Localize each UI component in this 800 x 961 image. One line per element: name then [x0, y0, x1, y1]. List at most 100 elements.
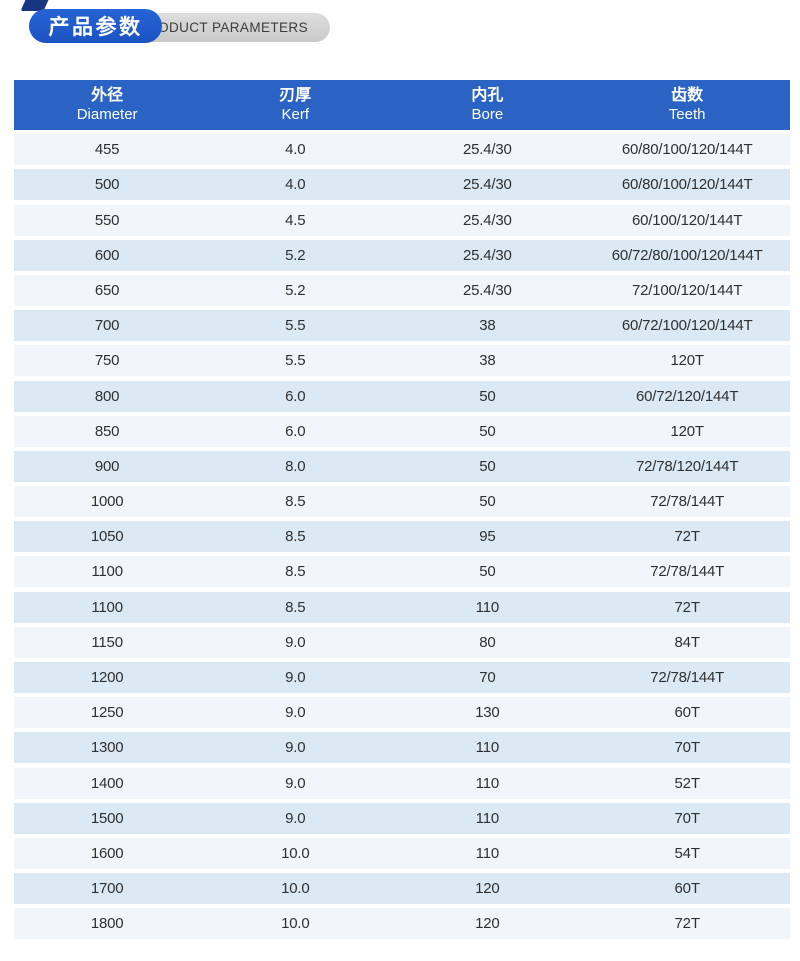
cell-kerf: 4.5 [285, 211, 306, 229]
table-row: 1400 9.0 110 52T [14, 767, 790, 799]
title-badge: 产品参数 [29, 9, 162, 43]
table-row: 1000 8.5 50 72/78/144T [14, 486, 790, 518]
cell-kerf: 9.0 [285, 809, 306, 827]
cell-teeth: 60/80/100/120/144T [621, 176, 753, 194]
cell-teeth: 60/72/120/144T [636, 387, 739, 405]
cell-teeth: 54T [674, 844, 700, 862]
cell-kerf: 5.2 [285, 246, 306, 264]
column-header-bore-zh: 内孔 [471, 87, 504, 105]
cell-bore: 25.4/30 [463, 211, 512, 229]
cell-diameter: 1500 [90, 809, 124, 827]
cell-diameter: 650 [94, 281, 120, 299]
cell-diameter: 1200 [90, 669, 124, 686]
table-row: 1100 8.5 110 72T [14, 591, 790, 623]
cell-teeth: 120T [670, 422, 704, 440]
cell-bore: 120 [475, 915, 500, 933]
column-header-kerf-zh: 刃厚 [279, 87, 312, 105]
table-row: 1700 10.0 120 60T [14, 873, 790, 905]
cell-bore: 25.4/30 [463, 246, 512, 264]
column-header-teeth-en: Teeth [668, 105, 706, 123]
cell-teeth: 72/100/120/144T [631, 281, 743, 299]
cell-kerf: 10.0 [281, 880, 310, 898]
cell-diameter: 550 [94, 211, 120, 229]
column-header-teeth: 齿数 Teeth [584, 80, 790, 130]
cell-teeth: 60T [674, 704, 700, 722]
cell-diameter: 455 [94, 141, 120, 159]
cell-diameter: 1000 [90, 493, 124, 511]
cell-diameter: 1250 [90, 704, 124, 722]
table-row: 650 5.2 25.4/30 72/100/120/144T [14, 274, 790, 306]
cell-teeth: 60/72/80/100/120/144T [611, 246, 763, 264]
cell-kerf: 8.0 [285, 457, 306, 475]
cell-bore: 110 [475, 809, 500, 827]
column-header-diameter-en: Diameter [76, 105, 138, 123]
cell-bore: 120 [475, 880, 500, 898]
table-row: 1250 9.0 130 60T [14, 697, 790, 729]
cell-kerf: 5.5 [285, 317, 306, 335]
table-row: 1800 10.0 120 72T [14, 908, 790, 940]
cell-teeth: 72/78/144T [650, 563, 725, 581]
table-row: 1200 9.0 70 72/78/144T [14, 662, 790, 693]
cell-kerf: 6.0 [285, 387, 306, 405]
column-header-kerf-en: Kerf [281, 105, 310, 123]
cell-kerf: 8.5 [285, 598, 306, 616]
cell-diameter: 1700 [90, 880, 124, 898]
table-row: 1600 10.0 110 54T [14, 837, 790, 869]
cell-bore: 95 [479, 528, 496, 546]
cell-bore: 110 [475, 774, 500, 792]
table-row: 1500 9.0 110 70T [14, 802, 790, 834]
cell-bore: 110 [475, 739, 500, 757]
cell-kerf: 9.0 [285, 704, 306, 722]
table-row: 900 8.0 50 72/78/120/144T [14, 450, 790, 482]
table-row: 600 5.2 25.4/30 60/72/80/100/120/144T [14, 239, 790, 271]
cell-teeth: 120T [670, 352, 704, 370]
column-header-bore-en: Bore [471, 105, 504, 123]
cell-teeth: 60T [674, 880, 700, 898]
cell-bore: 50 [479, 493, 496, 511]
column-header-diameter: 外径 Diameter [14, 80, 200, 130]
table-row: 850 6.0 50 120T [14, 415, 790, 447]
cell-teeth: 60/80/100/120/144T [621, 141, 753, 159]
cell-diameter: 1050 [90, 528, 124, 546]
cell-diameter: 1600 [90, 844, 124, 862]
table-body: 455 4.0 25.4/30 60/80/100/120/144T 500 4.0 25.… [14, 134, 790, 940]
column-header-diameter-zh: 外径 [91, 87, 124, 105]
cell-diameter: 1100 [91, 598, 123, 616]
cell-diameter: 1800 [90, 915, 124, 933]
cell-diameter: 750 [94, 352, 120, 370]
cell-diameter: 850 [94, 422, 120, 440]
table-row: 550 4.5 25.4/30 60/100/120/144T [14, 204, 790, 236]
table-row: 700 5.5 38 60/72/100/120/144T [14, 310, 790, 342]
cell-teeth: 70T [674, 809, 700, 827]
table-row: 1050 8.5 95 72T [14, 521, 790, 553]
cell-bore: 25.4/30 [463, 141, 512, 159]
cell-bore: 50 [479, 563, 496, 581]
cell-teeth: 72/78/120/144T [636, 457, 739, 475]
cell-kerf: 6.0 [285, 422, 306, 440]
cell-kerf: 8.5 [285, 528, 306, 546]
cell-bore: 25.4/30 [463, 281, 512, 299]
cell-teeth: 72T [674, 915, 700, 933]
column-header-teeth-zh: 齿数 [671, 87, 704, 105]
table-row: 1100 8.5 50 72/78/144T [14, 556, 790, 588]
section-title-en: PRODUCT PARAMETERS [138, 20, 308, 35]
table-row: 800 6.0 50 60/72/120/144T [14, 380, 790, 412]
cell-diameter: 500 [94, 176, 120, 194]
cell-bore: 80 [479, 633, 496, 651]
column-header-kerf: 刃厚 Kerf [200, 80, 390, 130]
cell-bore: 38 [479, 352, 496, 370]
cell-teeth: 72T [674, 528, 700, 546]
cell-teeth: 72/78/144T [650, 493, 725, 511]
table-row: 455 4.0 25.4/30 60/80/100/120/144T [14, 134, 790, 166]
cell-bore: 130 [475, 704, 500, 722]
cell-teeth: 60/72/100/120/144T [621, 317, 753, 335]
cell-diameter: 1100 [91, 563, 123, 581]
cell-bore: 38 [479, 317, 496, 335]
cell-kerf: 9.0 [285, 669, 306, 686]
cell-bore: 110 [475, 598, 500, 616]
cell-kerf: 10.0 [281, 915, 310, 933]
cell-bore: 50 [479, 422, 496, 440]
cell-diameter: 1150 [91, 633, 123, 651]
cell-diameter: 1300 [90, 739, 124, 757]
